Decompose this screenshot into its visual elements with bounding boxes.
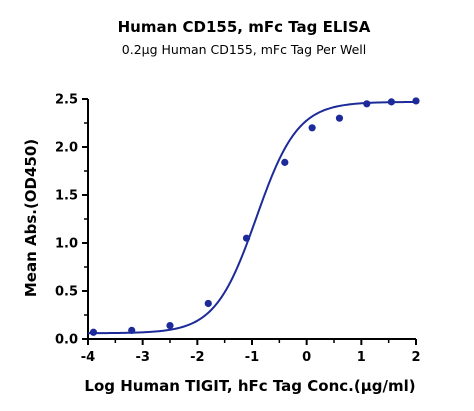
- data-point: [387, 98, 395, 106]
- y-tick-label: 0.5: [55, 285, 78, 300]
- chart-title: Human CD155, mFc Tag ELISA: [118, 18, 371, 36]
- data-point: [281, 158, 289, 166]
- x-tick-label: -2: [190, 350, 204, 365]
- x-tick-label: 2: [411, 350, 420, 365]
- x-tick-label: 0: [302, 350, 311, 365]
- data-point: [335, 114, 344, 122]
- data-point: [242, 234, 251, 242]
- data-point: [89, 328, 98, 336]
- y-tick-label: 1.5: [55, 189, 78, 204]
- x-tick-label: -4: [81, 350, 95, 365]
- data-point: [363, 100, 371, 108]
- x-axis-label: Log Human TIGIT, hFc Tag Conc.(μg/ml): [84, 377, 415, 395]
- x-tick-label: -3: [135, 350, 149, 365]
- y-tick-label: 0.0: [55, 333, 78, 348]
- data-point: [128, 326, 136, 334]
- y-tick-label: 1.0: [55, 237, 78, 252]
- x-tick-label: 1: [357, 350, 366, 365]
- y-tick-label: 2.5: [55, 93, 78, 108]
- data-point: [308, 124, 316, 132]
- chart-subtitle: 0.2μg Human CD155, mFc Tag Per Well: [122, 42, 366, 57]
- x-axis-ticks: -4 -3 -2 -1 0 1 2: [81, 339, 421, 365]
- y-axis-ticks: 0.0 0.5 1.0 1.5 2.0 2.5: [55, 93, 88, 348]
- axes: [87, 99, 416, 340]
- data-point: [204, 299, 212, 308]
- y-axis-label: Mean Abs.(OD450): [22, 139, 40, 297]
- data-points: [89, 97, 420, 336]
- data-point: [412, 97, 420, 105]
- x-tick-label: -1: [245, 350, 259, 365]
- y-tick-label: 2.0: [55, 141, 78, 156]
- data-point: [166, 321, 174, 330]
- fit-curve: [88, 100, 417, 335]
